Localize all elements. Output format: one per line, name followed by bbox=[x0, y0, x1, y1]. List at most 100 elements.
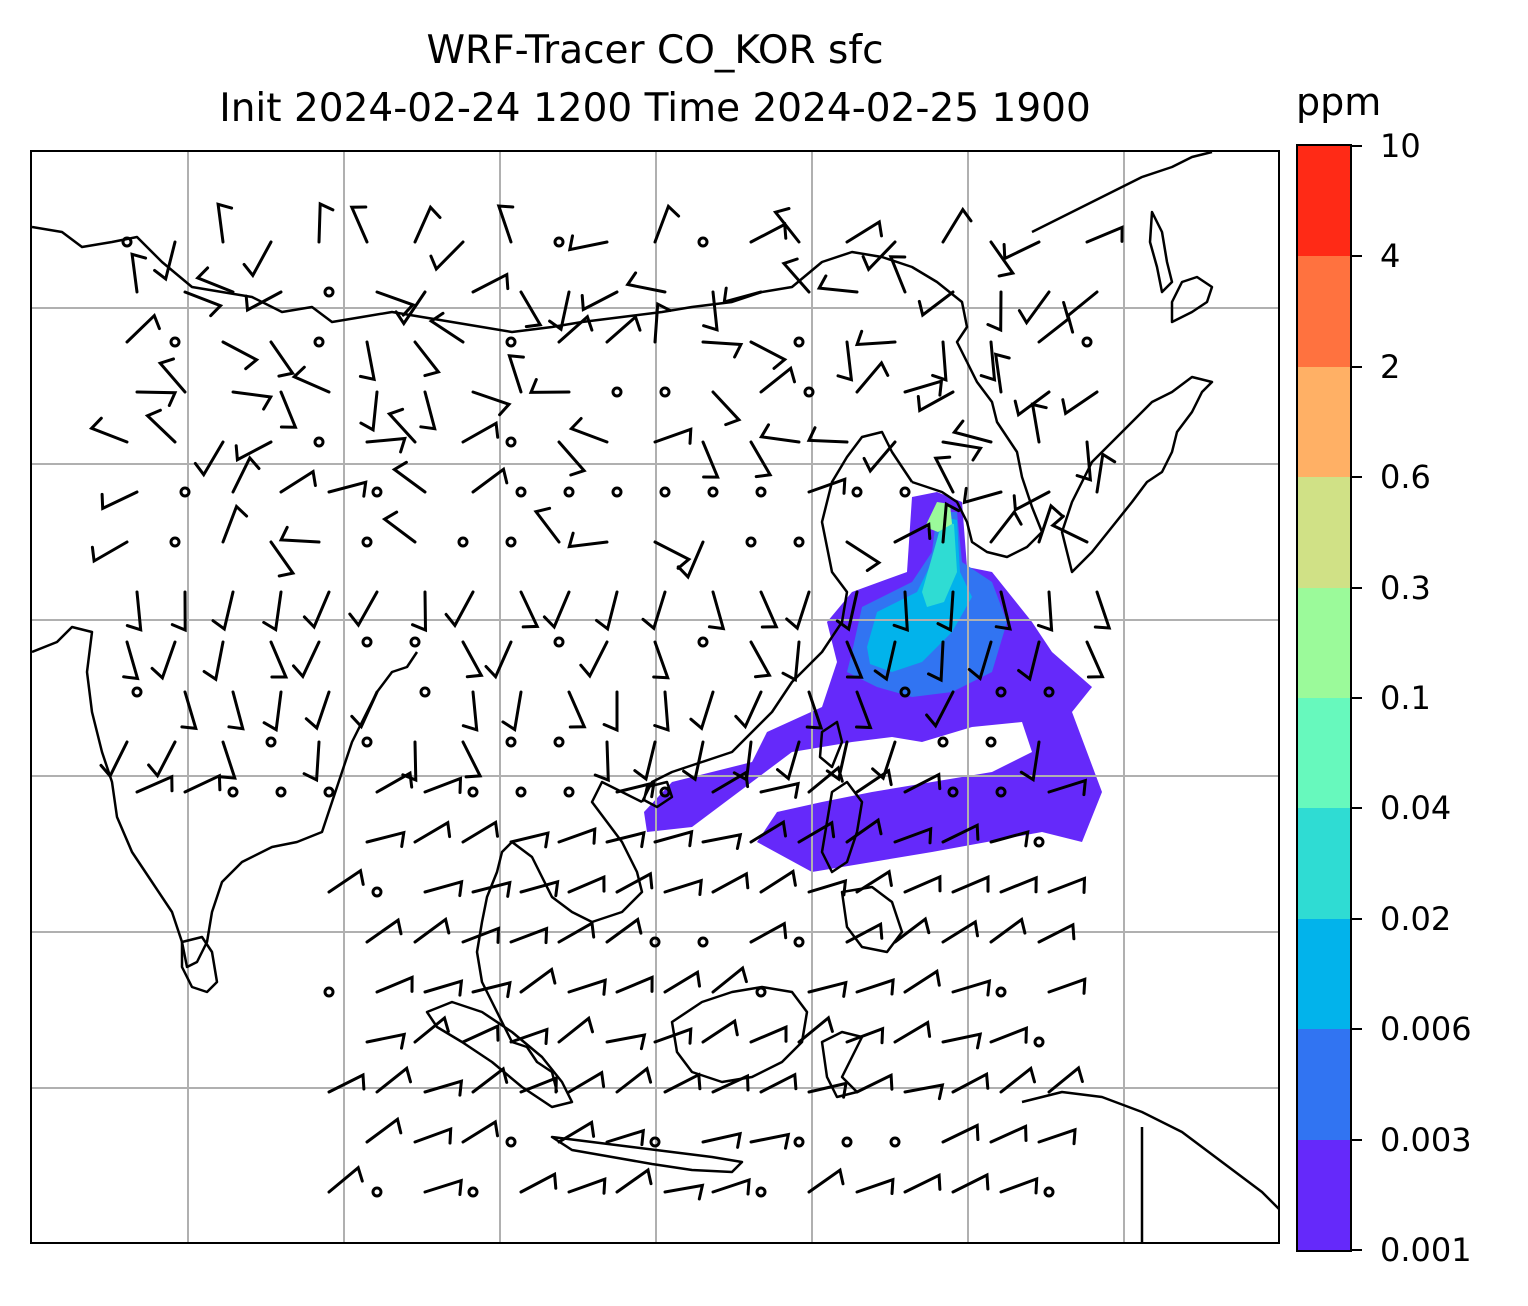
wind-barbs bbox=[88, 201, 1124, 1201]
wind-barb bbox=[749, 1024, 788, 1044]
coast-hainan bbox=[642, 780, 674, 809]
coast-newguinea bbox=[1021, 1090, 1278, 1210]
wind-barb bbox=[365, 1032, 407, 1050]
colorbar-segment bbox=[1298, 587, 1350, 698]
wind-barb bbox=[759, 1072, 798, 1094]
wind-barb bbox=[749, 1132, 791, 1150]
colorbar-tick-label: 10 bbox=[1380, 127, 1421, 165]
wind-barb bbox=[941, 1123, 980, 1144]
wind-barb bbox=[936, 590, 955, 633]
calm-wind-marker bbox=[563, 486, 575, 498]
wind-barb bbox=[375, 290, 416, 317]
wind-barb bbox=[279, 390, 298, 429]
colorbar-tick-mark bbox=[1352, 917, 1362, 920]
wind-barb bbox=[893, 826, 933, 845]
wind-barb bbox=[381, 510, 417, 544]
calm-wind-marker bbox=[505, 336, 517, 348]
coast-russia-east bbox=[1031, 152, 1213, 234]
calm-wind-marker bbox=[697, 936, 709, 948]
wind-barb bbox=[484, 640, 513, 680]
wind-barb bbox=[375, 975, 414, 994]
colorbar-tick-label: 0.3 bbox=[1380, 568, 1431, 607]
wind-barb bbox=[962, 486, 1003, 505]
calm-wind-marker bbox=[505, 736, 517, 748]
colorbar-tick-mark bbox=[1352, 586, 1362, 589]
wind-barb bbox=[202, 640, 225, 682]
wind-barb bbox=[903, 968, 941, 994]
wind-barb bbox=[663, 969, 701, 994]
wind-barb bbox=[394, 290, 427, 327]
tracer-plume bbox=[644, 492, 1102, 872]
wind-barb bbox=[461, 690, 479, 732]
wind-barb bbox=[423, 1079, 464, 1097]
wind-barb bbox=[711, 1177, 751, 1196]
wind-barb bbox=[471, 390, 512, 417]
wind-barb bbox=[302, 590, 331, 630]
wind-barb bbox=[676, 540, 705, 580]
wind-barb bbox=[845, 640, 864, 679]
wind-barb bbox=[888, 255, 907, 294]
wind-barb bbox=[625, 271, 667, 294]
wind-barb bbox=[423, 1178, 463, 1196]
calm-wind-marker bbox=[467, 1186, 479, 1198]
calm-wind-marker bbox=[755, 1186, 767, 1198]
wind-barb bbox=[989, 916, 1027, 944]
wind-barb bbox=[1019, 740, 1041, 783]
wind-barb bbox=[528, 378, 571, 394]
wind-barb bbox=[855, 977, 895, 996]
wind-barb bbox=[845, 540, 882, 572]
wind-barb bbox=[967, 640, 993, 681]
wind-barb bbox=[701, 440, 720, 479]
coast-korea bbox=[911, 361, 1044, 559]
calm-wind-marker bbox=[409, 636, 421, 648]
wind-barb bbox=[216, 202, 234, 244]
wind-barb bbox=[413, 1015, 450, 1044]
wind-barb bbox=[702, 290, 719, 332]
wind-barb bbox=[641, 590, 667, 631]
wind-barb bbox=[130, 252, 148, 294]
wind-barb bbox=[903, 379, 944, 397]
wind-barb bbox=[855, 360, 890, 394]
wind-barb bbox=[365, 830, 406, 848]
wind-barb bbox=[989, 509, 1023, 544]
wind-barb bbox=[931, 340, 948, 383]
wind-barb bbox=[157, 357, 187, 394]
wind-barb bbox=[989, 830, 1030, 848]
wind-barb bbox=[292, 640, 321, 680]
wind-barb bbox=[855, 1072, 894, 1094]
calm-wind-marker bbox=[947, 786, 959, 798]
calm-wind-marker bbox=[323, 786, 335, 798]
wind-barb bbox=[244, 290, 283, 313]
wind-barb bbox=[317, 201, 335, 244]
wind-barb bbox=[461, 1119, 499, 1144]
wind-barb bbox=[663, 878, 703, 896]
calm-wind-marker bbox=[851, 486, 863, 498]
colorbar-tick-mark bbox=[1352, 255, 1362, 258]
wind-barb bbox=[989, 1124, 1028, 1144]
calm-wind-marker bbox=[275, 786, 287, 798]
wind-barb bbox=[893, 522, 932, 544]
wind-barb bbox=[219, 740, 237, 780]
coast-sulawesi bbox=[820, 1030, 864, 1099]
wind-barb bbox=[653, 829, 694, 848]
calm-wind-marker bbox=[755, 986, 767, 998]
colorbar-unit-label: ppm bbox=[1296, 80, 1382, 124]
colorbar-segment bbox=[1298, 697, 1350, 809]
wind-barb bbox=[951, 419, 993, 444]
wind-barb bbox=[195, 266, 235, 294]
wind-barb bbox=[211, 590, 235, 632]
calm-wind-marker bbox=[995, 786, 1007, 798]
map-canvas bbox=[32, 152, 1278, 1242]
wind-barb bbox=[892, 590, 909, 633]
wind-barb bbox=[567, 1177, 607, 1195]
coast-taiwan bbox=[818, 720, 844, 769]
calm-wind-marker bbox=[1033, 1036, 1045, 1048]
wind-barb bbox=[749, 340, 788, 370]
calm-wind-marker bbox=[313, 436, 325, 448]
wind-barb bbox=[262, 590, 283, 633]
wind-barb bbox=[1030, 402, 1048, 444]
wind-barb bbox=[1037, 1127, 1077, 1146]
wind-barb bbox=[365, 436, 407, 454]
wind-barb bbox=[1037, 316, 1075, 344]
wind-barb bbox=[471, 466, 509, 494]
